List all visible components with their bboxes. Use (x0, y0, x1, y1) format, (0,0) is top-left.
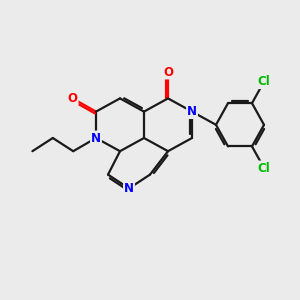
Text: O: O (68, 92, 78, 105)
Text: N: N (187, 105, 197, 118)
Text: N: N (91, 131, 101, 145)
Text: N: N (124, 182, 134, 195)
Text: O: O (163, 65, 173, 79)
Text: Cl: Cl (258, 161, 270, 175)
Text: Cl: Cl (258, 75, 270, 88)
